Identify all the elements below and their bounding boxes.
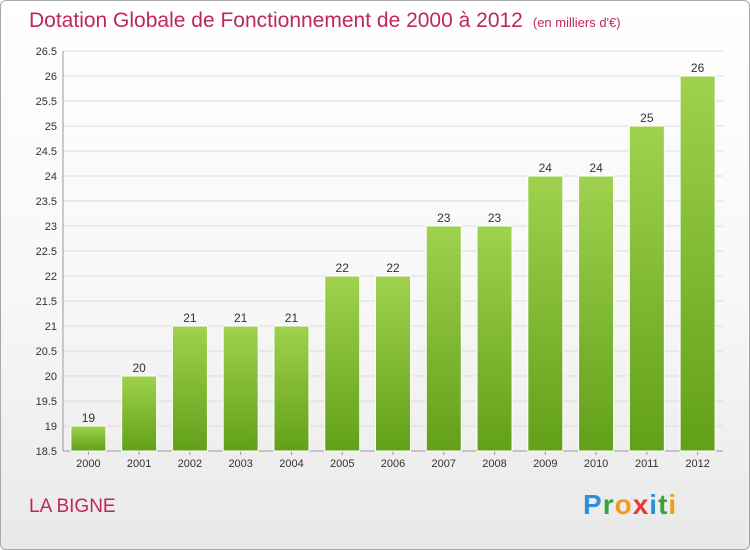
- bar-2007: [425, 225, 462, 452]
- y-tick-label: 22.5: [36, 246, 57, 258]
- x-tick-label: 2011: [635, 458, 659, 470]
- y-tick-label: 19.5: [36, 396, 57, 408]
- bar-2006: [375, 275, 411, 452]
- y-tick-label: 21.5: [36, 296, 57, 308]
- y-tick-label: 18.5: [36, 446, 57, 458]
- bar-2011: [628, 125, 665, 452]
- bar-2008: [476, 225, 513, 452]
- y-tick-label: 21: [45, 321, 57, 333]
- bar-2003: [222, 325, 259, 452]
- bar-value-label: 24: [539, 161, 553, 175]
- bars: [70, 75, 716, 452]
- bar-2005: [324, 275, 361, 452]
- x-tick-label: 2000: [76, 458, 100, 470]
- y-tick-label: 26: [45, 71, 57, 83]
- bar-value-label: 26: [691, 61, 705, 75]
- x-tick-label: 2005: [330, 458, 354, 470]
- logo-letter: r: [602, 489, 615, 520]
- bar-2000: [70, 425, 107, 452]
- logo-letter: o: [614, 489, 633, 520]
- x-tick-label: 2012: [685, 458, 709, 470]
- bar-value-label: 25: [640, 111, 654, 125]
- title-text: Dotation Globale de Fonctionnement de 20…: [29, 9, 523, 32]
- y-tick-label: 24.5: [36, 146, 57, 158]
- x-tick-label: 2009: [533, 458, 557, 470]
- chart-subtitle: (en milliers d'€): [532, 15, 621, 30]
- x-tick-label: 2002: [178, 458, 202, 470]
- bar-value-label: 23: [437, 211, 451, 225]
- bar-2002: [171, 325, 208, 452]
- y-tick-label: 25: [45, 121, 57, 133]
- y-tick-label: 20: [45, 371, 57, 383]
- bar-2004: [273, 325, 310, 452]
- bar-2012: [679, 75, 716, 452]
- x-tick-label: 2004: [279, 458, 303, 470]
- logo-letter: x: [632, 489, 650, 520]
- bar-value-label: 22: [386, 261, 400, 275]
- x-tick-label: 2003: [228, 458, 252, 470]
- logo-letter: i: [649, 489, 659, 520]
- labels: 18.5 19 19.5 20 20.5 21 21.5 22 22.5 23 23.5 24 24.5…: [36, 46, 710, 470]
- y-tick-label: 23: [45, 221, 57, 233]
- bar-value-label: 19: [82, 411, 96, 425]
- y-tick-label: 25.5: [36, 96, 57, 108]
- logo-letter: P: [583, 489, 603, 520]
- bar-value-label: 21: [285, 311, 299, 325]
- y-tick-label: 20.5: [36, 346, 57, 358]
- y-tick-label: 22: [45, 271, 57, 283]
- x-tick-label: 2006: [381, 458, 405, 470]
- y-tick-label: 23.5: [36, 196, 57, 208]
- place-name: LA BIGNE: [29, 496, 116, 517]
- bar-value-label: 23: [488, 211, 502, 225]
- y-tick-label: 24: [45, 171, 57, 183]
- bar-value-label: 21: [234, 311, 248, 325]
- proxiti-logo: Proxiti: [583, 489, 677, 521]
- bar-2010: [578, 175, 615, 452]
- x-tick-label: 2007: [432, 458, 456, 470]
- bar-2001: [121, 375, 158, 452]
- logo-letter: t: [658, 489, 669, 520]
- bar-value-label: 22: [336, 261, 350, 275]
- logo-letter: i: [668, 489, 678, 520]
- x-tick-label: 2008: [482, 458, 506, 470]
- chart-title: Dotation Globale de Fonctionnement de 20…: [29, 9, 621, 33]
- x-tick-label: 2010: [584, 458, 608, 470]
- x-tick-label: 2001: [127, 458, 151, 470]
- bar-value-label: 21: [183, 311, 197, 325]
- y-tick-label: 26.5: [36, 46, 57, 58]
- y-tick-label: 19: [45, 421, 57, 433]
- bar-2009: [527, 175, 564, 452]
- bar-value-label: 20: [132, 361, 146, 375]
- bar-value-label: 24: [589, 161, 603, 175]
